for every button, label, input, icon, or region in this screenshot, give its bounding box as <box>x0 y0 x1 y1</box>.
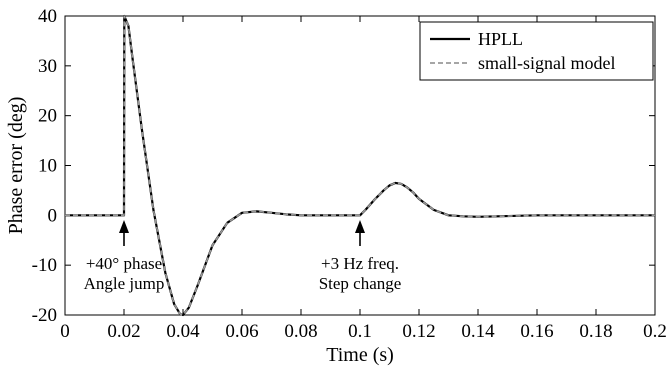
x-tick-label: 0.02 <box>107 321 140 342</box>
y-axis-label: Phase error (deg) <box>5 97 27 235</box>
x-tick-label: 0.18 <box>579 321 612 342</box>
legend-label: small-signal model <box>478 53 615 73</box>
annotation-text: +3 Hz freq. <box>321 254 399 273</box>
x-tick-label: 0.14 <box>461 321 495 342</box>
series-layer <box>65 14 655 317</box>
x-axis-label: Time (s) <box>326 344 394 366</box>
annotation-text: Angle jump <box>84 274 165 293</box>
y-tick-label: 20 <box>38 106 57 127</box>
y-tick-label: 0 <box>48 205 58 226</box>
ticks-layer: 0 0.02 0.04 0.06 0.08 0.1 0.12 0.14 0.16 0.18 0.2 -… <box>32 6 667 342</box>
y-tick-label: 10 <box>38 156 57 177</box>
x-tick-label: 0.12 <box>402 321 435 342</box>
y-tick-label: -20 <box>32 305 57 326</box>
annotation-text: +40° phase <box>86 254 162 273</box>
x-tick-label: 0.08 <box>284 321 317 342</box>
annotation: +3 Hz freq.Step change <box>319 220 402 293</box>
x-tick-label: 0.04 <box>166 321 200 342</box>
legend: HPLL small-signal model <box>419 21 654 81</box>
legend-box <box>419 21 654 81</box>
x-tick-label: 0.1 <box>348 321 372 342</box>
x-tick-label: 0.16 <box>520 321 553 342</box>
y-tick-label: 30 <box>38 56 57 77</box>
x-tick-label: 0.2 <box>643 321 667 342</box>
legend-label: HPLL <box>478 29 523 49</box>
annotation-text: Step change <box>319 274 402 293</box>
x-tick-label: 0 <box>60 321 70 342</box>
annotation-arrow-head <box>355 220 365 233</box>
y-tick-label: 40 <box>38 6 57 27</box>
annotation-arrow-head <box>119 220 129 233</box>
series-line-small-signal-model <box>65 15 655 316</box>
y-tick-label: -10 <box>32 255 57 276</box>
x-tick-label: 0.06 <box>225 321 258 342</box>
